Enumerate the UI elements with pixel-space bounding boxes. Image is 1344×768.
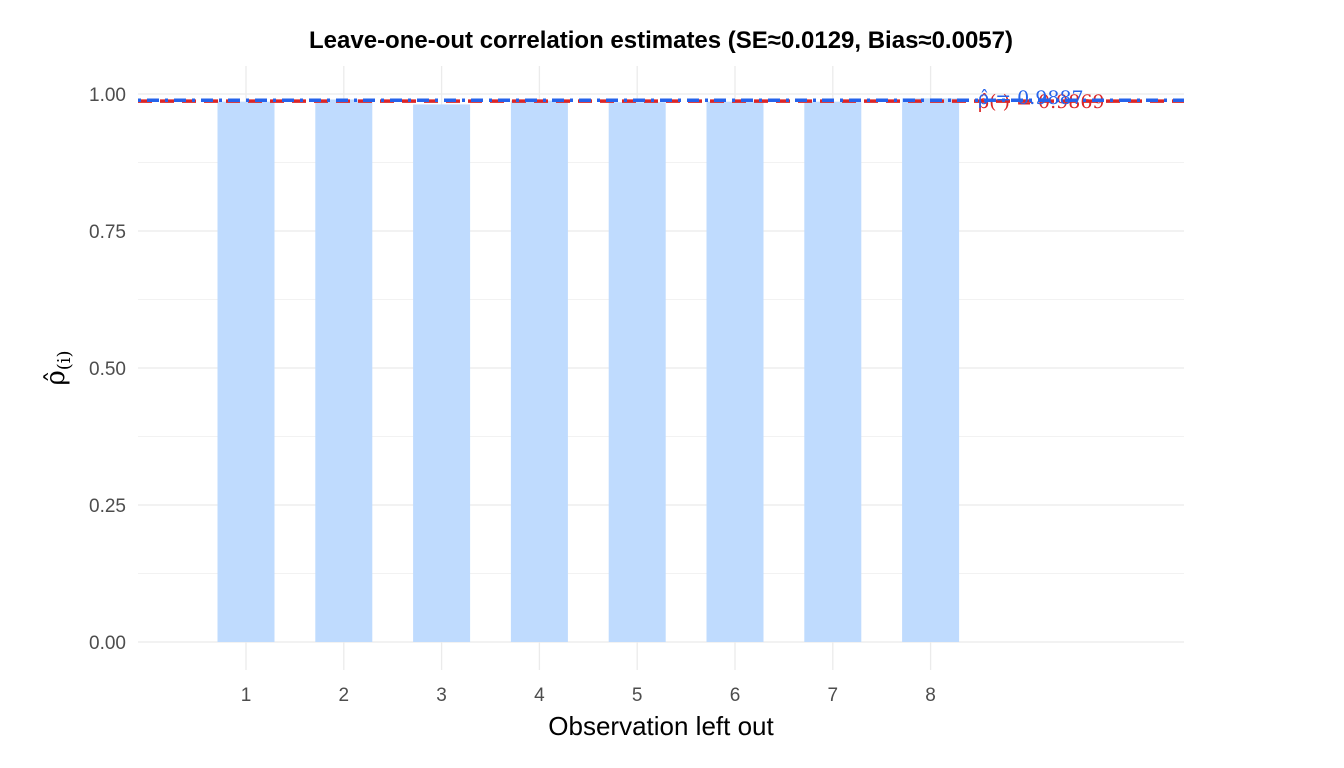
bar xyxy=(413,104,471,643)
chart-title: Leave-one-out correlation estimates (SE≈… xyxy=(309,27,1013,54)
x-tick-label: 7 xyxy=(828,685,839,706)
bar xyxy=(608,102,666,643)
x-tick-label: 6 xyxy=(730,685,741,706)
bar xyxy=(510,100,568,643)
bar xyxy=(217,101,275,642)
y-tick-label: 0.50 xyxy=(89,359,126,380)
x-axis-label: Observation left out xyxy=(548,711,774,741)
x-tick-label: 1 xyxy=(241,685,252,706)
reference-line-label: ρ̂ = 0.9887 xyxy=(978,87,1084,109)
reference-line-label: ρ̂(·) = 0.9869 xyxy=(978,91,1105,113)
x-tick-label: 2 xyxy=(339,685,350,706)
bar xyxy=(902,98,960,642)
y-axis-label-sub: (i) xyxy=(54,350,75,370)
y-tick-label: 0.00 xyxy=(89,633,126,654)
x-tick-label: 8 xyxy=(925,685,936,706)
x-tick-label: 3 xyxy=(436,685,447,706)
y-tick-label: 0.25 xyxy=(89,496,126,517)
bar xyxy=(315,99,373,643)
y-axis-label-main: ρ̂ xyxy=(41,370,71,385)
bars xyxy=(217,98,960,643)
y-axis-ticks: 0.00 0.25 0.50 0.75 1.00 xyxy=(89,85,126,654)
svg-text:ρ̂(i): ρ̂(i) xyxy=(41,350,75,385)
x-tick-label: 4 xyxy=(534,685,545,706)
x-axis-ticks: 1 2 3 4 5 6 7 8 xyxy=(241,685,936,706)
bar xyxy=(706,101,764,642)
y-axis-label: ρ̂(i) xyxy=(41,350,75,385)
bar xyxy=(804,101,862,642)
y-tick-label: 0.75 xyxy=(89,222,126,243)
y-tick-label: 1.00 xyxy=(89,85,126,106)
x-tick-label: 5 xyxy=(632,685,643,706)
